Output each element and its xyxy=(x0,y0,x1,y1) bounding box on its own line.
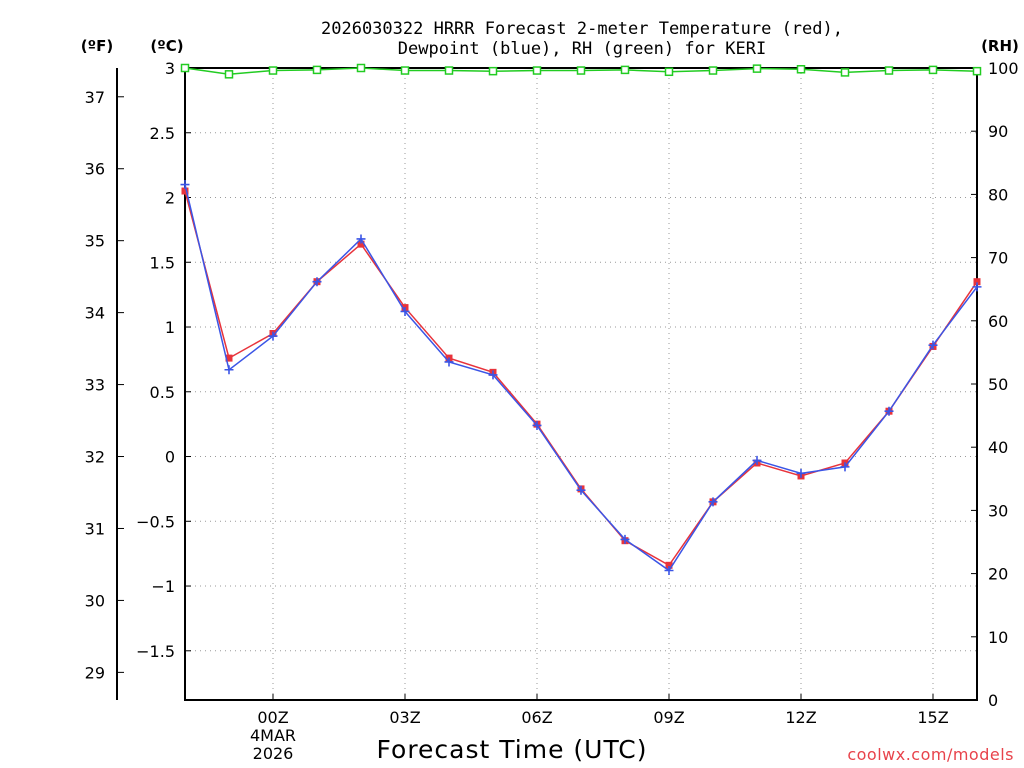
temperature-point xyxy=(973,278,981,286)
dewpoint-point xyxy=(532,420,542,430)
x-tick-label: 06Z xyxy=(521,708,552,727)
rh-point xyxy=(928,65,938,75)
celsius-tick-label: 1.5 xyxy=(150,253,175,272)
dewpoint-point xyxy=(488,370,498,380)
rh-point xyxy=(488,66,498,76)
grid-lines xyxy=(185,68,977,700)
dewpoint-point xyxy=(928,340,938,350)
fahrenheit-tick-label: 32 xyxy=(85,448,105,467)
rh-point xyxy=(708,66,718,75)
dewpoint-point xyxy=(576,485,586,495)
rh-tick-label: 20 xyxy=(988,565,1008,584)
dewpoint-point xyxy=(752,455,762,465)
temperature-point xyxy=(225,354,233,362)
celsius-tick-label: 0.5 xyxy=(150,383,175,402)
rh-point xyxy=(752,64,762,73)
rh-tick-label: 10 xyxy=(988,628,1008,647)
dewpoint-point xyxy=(840,462,850,472)
plot-frame xyxy=(184,67,978,701)
dewpoint-point xyxy=(180,180,190,190)
dewpoint-line xyxy=(184,184,978,572)
rh-point xyxy=(576,66,586,75)
rh-point xyxy=(224,70,234,79)
x-tick-label: 12Z xyxy=(785,708,816,727)
data-series xyxy=(180,63,982,575)
fahrenheit-tick-label: 30 xyxy=(85,591,105,610)
celsius-unit-label: (ºC) xyxy=(150,37,183,55)
fahrenheit-tick-label: 37 xyxy=(85,88,105,107)
dewpoint-point xyxy=(356,234,366,244)
rh-point xyxy=(444,66,454,75)
dewpoint-point xyxy=(400,306,410,316)
rh-point xyxy=(840,68,850,77)
x-tick-date-label: 4MAR xyxy=(250,726,296,745)
dewpoint-point xyxy=(312,277,322,287)
dewpoint-point xyxy=(884,406,894,416)
celsius-tick-label: −0.5 xyxy=(136,512,175,531)
dewpoint-point xyxy=(708,497,718,507)
fahrenheit-tick-label: 36 xyxy=(85,160,105,179)
celsius-tick-label: 1 xyxy=(165,318,175,337)
rh-point xyxy=(884,66,894,75)
temperature-point xyxy=(181,187,189,195)
fahrenheit-tick-label: 29 xyxy=(85,663,105,682)
rh-point xyxy=(532,66,542,75)
dewpoint-point xyxy=(972,282,982,292)
celsius-tick-label: 2 xyxy=(165,189,175,208)
rh-tick-label: 30 xyxy=(988,501,1008,520)
x-tick-label: 09Z xyxy=(653,708,684,727)
chart-title-line2: Dewpoint (blue), RH (green) for KERI xyxy=(398,39,766,59)
temperature-point xyxy=(357,240,365,248)
rh-tick-label: 0 xyxy=(988,691,998,710)
rh-tick-label: 100 xyxy=(988,59,1019,78)
temperature-point xyxy=(665,561,673,569)
x-tick-label: 00Z xyxy=(257,708,288,727)
x-tick-label: 15Z xyxy=(917,708,948,727)
rh-tick-label: 80 xyxy=(988,185,1008,204)
chart-title-line1: 2026030322 HRRR Forecast 2-meter Tempera… xyxy=(321,19,843,39)
rh-tick-label: 90 xyxy=(988,122,1008,141)
rh-point xyxy=(664,67,674,77)
x-tick-year-label: 2026 xyxy=(253,744,294,763)
rh-point xyxy=(356,63,366,73)
rh-point xyxy=(620,65,630,75)
rh-tick-label: 60 xyxy=(988,312,1008,331)
rh-point xyxy=(400,66,410,75)
dewpoint-point xyxy=(664,565,674,575)
rh-point xyxy=(312,65,322,75)
celsius-tick-label: 3 xyxy=(165,59,175,78)
rh-point xyxy=(796,65,806,74)
celsius-tick-label: 0 xyxy=(165,448,175,467)
rh-tick-label: 70 xyxy=(988,249,1008,268)
dewpoint-point xyxy=(268,331,278,341)
temperature-line xyxy=(184,190,978,567)
fahrenheit-unit-label: (ºF) xyxy=(81,37,113,55)
rh-unit-label: (RH) xyxy=(981,37,1019,55)
celsius-tick-label: 2.5 xyxy=(150,124,175,143)
celsius-tick-label: −1 xyxy=(151,577,175,596)
dewpoint-point xyxy=(620,534,630,544)
rh-point xyxy=(268,66,278,75)
fahrenheit-tick-label: 34 xyxy=(85,304,105,323)
dewpoint-point xyxy=(444,357,454,367)
rh-tick-label: 40 xyxy=(988,438,1008,457)
rh-point xyxy=(972,66,982,76)
x-tick-label: 03Z xyxy=(389,708,420,727)
credit-text: coolwx.com/models xyxy=(847,745,1014,764)
axes xyxy=(116,67,978,701)
celsius-tick-label: −1.5 xyxy=(136,642,175,661)
rh-tick-label: 50 xyxy=(988,375,1008,394)
fahrenheit-tick-label: 33 xyxy=(85,376,105,395)
fahrenheit-tick-label: 35 xyxy=(85,232,105,251)
x-axis-label: Forecast Time (UTC) xyxy=(377,735,648,764)
fahrenheit-tick-label: 31 xyxy=(85,519,105,538)
dewpoint-point xyxy=(224,365,234,375)
rh-point xyxy=(180,63,190,73)
dewpoint-point xyxy=(796,468,806,478)
